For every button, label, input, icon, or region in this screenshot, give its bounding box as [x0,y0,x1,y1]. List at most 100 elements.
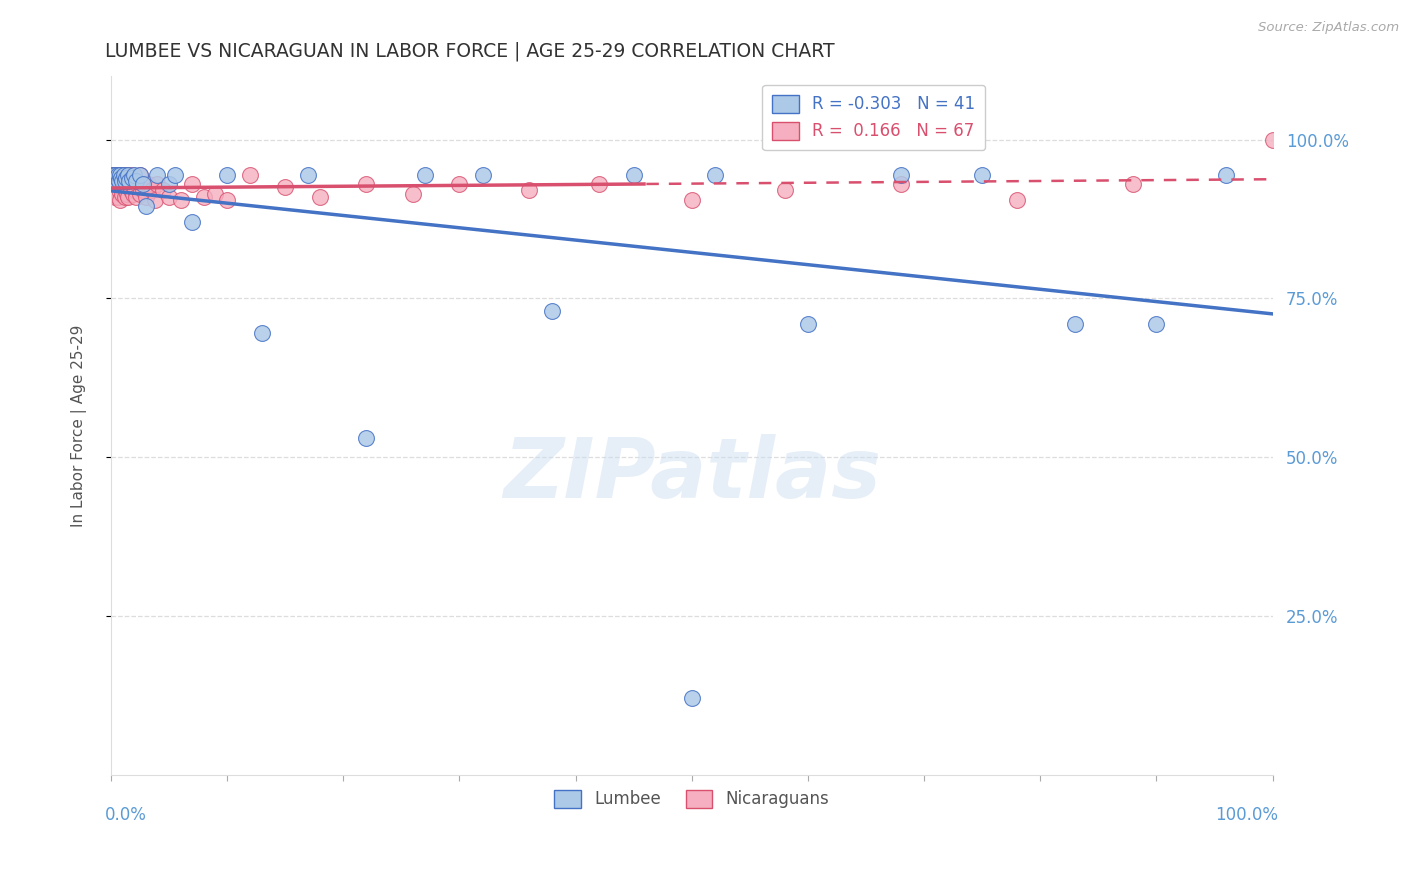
Point [402,186,425,201]
Point [215,193,238,207]
Point [157,177,180,191]
Point [890,168,912,182]
Point [135,190,157,204]
Point [108,184,131,198]
Point [117,190,139,204]
Point [297,168,319,182]
Point [413,168,436,182]
Point [128,186,150,201]
Point [100,168,122,182]
Point [121,170,143,185]
Point [588,177,610,191]
Point [101,168,124,182]
Point [215,168,238,182]
Point [146,177,169,191]
Point [128,168,150,182]
Point [118,177,141,191]
Point [773,184,796,198]
Point [274,180,297,194]
Text: 100.0%: 100.0% [1215,806,1278,824]
Point [117,168,139,182]
Point [107,174,129,188]
Point [101,186,124,201]
Point [356,431,378,445]
Point [107,168,129,182]
Point [136,177,159,191]
Y-axis label: In Labor Force | Age 25-29: In Labor Force | Age 25-29 [72,324,87,526]
Point [541,304,564,318]
Point [1215,168,1237,182]
Point [309,190,332,204]
Point [204,186,226,201]
Point [1146,317,1168,331]
Text: Source: ZipAtlas.com: Source: ZipAtlas.com [1258,21,1399,34]
Point [108,174,131,188]
Point [143,193,166,207]
Point [121,168,143,182]
Point [132,184,155,198]
Point [101,174,124,188]
Point [118,174,141,188]
Point [115,170,138,185]
Point [112,168,135,182]
Point [107,190,129,204]
Point [131,177,153,191]
Point [115,174,138,188]
Point [124,184,146,198]
Point [517,184,540,198]
Point [122,186,145,201]
Point [122,177,145,191]
Point [146,168,169,182]
Point [104,190,127,204]
Point [108,174,131,188]
Point [128,168,150,182]
Point [1122,177,1144,191]
Point [111,174,134,188]
Point [111,174,134,188]
Text: 0.0%: 0.0% [105,806,146,824]
Point [181,177,204,191]
Point [122,168,145,182]
Point [125,174,148,188]
Point [114,180,136,194]
Point [105,168,128,182]
Legend: Lumbee, Nicaraguans: Lumbee, Nicaraguans [547,783,837,815]
Point [100,177,122,191]
Text: LUMBEE VS NICARAGUAN IN LABOR FORCE | AGE 25-29 CORRELATION CHART: LUMBEE VS NICARAGUAN IN LABOR FORCE | AG… [105,42,835,62]
Point [105,184,128,198]
Point [132,177,155,191]
Point [103,168,125,182]
Point [104,174,127,188]
Point [250,326,273,341]
Point [105,170,128,185]
Point [1261,133,1284,147]
Point [108,168,131,182]
Point [101,184,124,198]
Point [110,168,132,182]
Point [449,177,471,191]
Point [890,177,912,191]
Point [114,174,136,188]
Point [681,691,703,706]
Point [623,168,645,182]
Point [193,190,215,204]
Point [108,168,131,182]
Point [152,184,174,198]
Point [114,190,136,204]
Point [101,170,124,185]
Point [704,168,727,182]
Point [181,215,204,229]
Point [117,168,139,182]
Point [1064,317,1087,331]
Point [972,168,994,182]
Point [797,317,820,331]
Point [100,184,122,198]
Point [120,184,142,198]
Point [471,168,494,182]
Point [110,180,132,194]
Point [110,170,132,185]
Point [115,186,138,201]
Point [141,184,163,198]
Point [108,193,131,207]
Point [681,193,703,207]
